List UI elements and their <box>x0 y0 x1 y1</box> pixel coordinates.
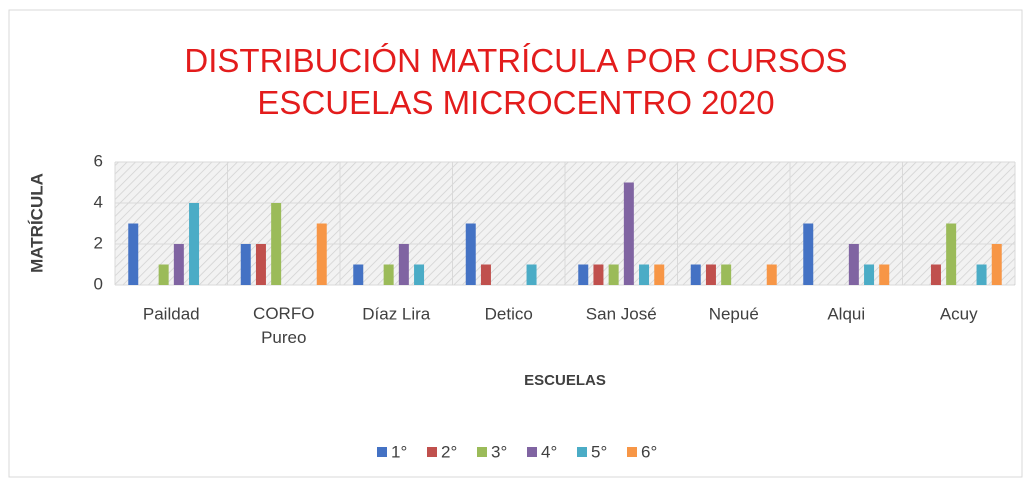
bar <box>705 264 716 285</box>
y-tick-label: 4 <box>94 192 103 211</box>
y-tick-label: 0 <box>94 274 103 293</box>
bar <box>654 264 665 285</box>
bar <box>976 264 987 285</box>
chart-title: DISTRIBUCIÓN MATRÍCULA POR CURSOS ESCUEL… <box>184 42 848 121</box>
bar <box>690 264 701 285</box>
x-tick-label: San José <box>586 304 657 323</box>
bar <box>578 264 589 285</box>
bar <box>639 264 650 285</box>
bar <box>848 244 859 285</box>
legend-swatch <box>377 447 387 457</box>
bar <box>593 264 604 285</box>
bar <box>173 244 184 285</box>
y-axis-title: MATRÍCULA <box>27 173 46 273</box>
bar <box>946 223 957 285</box>
bar <box>383 264 394 285</box>
bar <box>864 264 875 285</box>
bar <box>803 223 814 285</box>
x-tick-label: Acuy <box>940 304 978 323</box>
bar <box>316 223 327 285</box>
y-tick-label: 2 <box>94 233 103 252</box>
bar <box>608 264 619 285</box>
bar <box>930 264 941 285</box>
x-tick-label: Nepué <box>709 304 759 323</box>
bar <box>414 264 425 285</box>
bar <box>158 264 169 285</box>
bar <box>991 244 1002 285</box>
bar <box>255 244 266 285</box>
legend-swatch <box>427 447 437 457</box>
bar <box>189 203 200 285</box>
bar <box>623 182 634 285</box>
legend-label: 3° <box>491 442 507 461</box>
legend-label: 5° <box>591 442 607 461</box>
x-tick-label: Alqui <box>827 304 865 323</box>
legend-swatch <box>527 447 537 457</box>
y-tick-label: 6 <box>94 151 103 170</box>
x-tick-label: Paildad <box>143 304 200 323</box>
legend-swatch <box>577 447 587 457</box>
legend-label: 4° <box>541 442 557 461</box>
legend-swatch <box>627 447 637 457</box>
bar <box>721 264 732 285</box>
legend-label: 6° <box>641 442 657 461</box>
bar <box>128 223 139 285</box>
bar <box>240 244 251 285</box>
x-tick-label: Díaz Lira <box>362 304 431 323</box>
bar <box>353 264 364 285</box>
bar <box>526 264 537 285</box>
bar <box>465 223 476 285</box>
bar <box>398 244 409 285</box>
x-axis-title: ESCUELAS <box>524 372 606 389</box>
bar <box>766 264 777 285</box>
legend-label: 1° <box>391 442 407 461</box>
x-tick-label: Detico <box>485 304 533 323</box>
legend-label: 2° <box>441 442 457 461</box>
bar <box>271 203 282 285</box>
x-tick-label: CORFO Pureo <box>253 304 314 347</box>
legend-swatch <box>477 447 487 457</box>
bar <box>879 264 890 285</box>
bar <box>480 264 491 285</box>
